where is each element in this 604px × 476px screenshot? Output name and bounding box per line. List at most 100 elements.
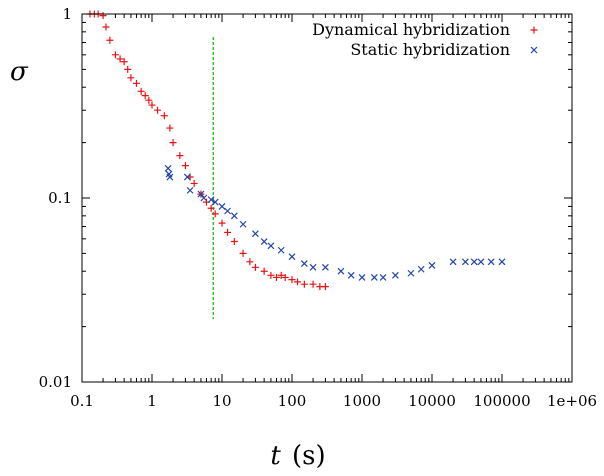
data-point <box>166 124 174 132</box>
data-point <box>116 55 124 63</box>
data-point <box>260 267 268 275</box>
data-point <box>347 271 355 279</box>
legend-marker <box>530 46 538 54</box>
data-point <box>417 265 425 273</box>
data-point <box>461 258 469 266</box>
data-point <box>137 87 145 95</box>
data-point <box>300 260 308 268</box>
x-tick-labels: 0.1 1 10 100 1000 10000 100000 1e+06 <box>70 392 597 410</box>
x-tick-label: 1e+06 <box>547 392 597 410</box>
data-point <box>281 273 289 281</box>
data-point <box>239 220 247 228</box>
data-point <box>207 196 215 204</box>
data-point <box>498 258 506 266</box>
legend-label: Static hybridization <box>350 40 510 59</box>
data-point <box>321 263 329 271</box>
data-point <box>169 139 177 147</box>
x-axis-label: t (s) <box>270 441 325 471</box>
data-point <box>288 276 296 284</box>
data-point <box>277 271 285 279</box>
x-tick-label: 1 <box>147 392 157 410</box>
data-point <box>224 207 231 215</box>
x-tick-label: 100000 <box>473 392 530 410</box>
data-point <box>246 258 254 266</box>
data-point <box>337 267 345 275</box>
data-point <box>218 219 226 227</box>
x-tick-label: 10 <box>212 392 231 410</box>
data-point <box>224 228 232 236</box>
data-point <box>449 258 457 266</box>
data-point <box>309 280 317 288</box>
x-tick-label: 100 <box>278 392 307 410</box>
data-point <box>407 269 415 277</box>
series-layer <box>86 10 506 291</box>
data-point <box>251 230 259 238</box>
data-point <box>207 204 215 212</box>
legend-label: Dynamical hybridization <box>312 20 510 39</box>
axis-ticks <box>81 13 573 383</box>
data-point <box>358 274 366 281</box>
data-point <box>321 283 329 291</box>
data-point <box>127 74 135 82</box>
series-dynamical <box>86 10 329 291</box>
y-tick-label: 0.01 <box>39 373 72 391</box>
data-point <box>218 202 226 210</box>
data-point <box>160 112 168 120</box>
data-point <box>391 271 399 279</box>
data-point <box>154 106 162 114</box>
data-point <box>370 274 378 281</box>
data-point <box>294 278 302 286</box>
data-point <box>267 242 275 250</box>
data-point <box>141 92 149 100</box>
data-point <box>230 238 238 246</box>
plot-frame <box>81 13 573 383</box>
data-point <box>211 210 219 218</box>
data-point <box>277 246 285 254</box>
data-point <box>186 186 194 194</box>
data-point <box>148 101 156 109</box>
x-axis-label-var: t <box>270 441 281 471</box>
data-point <box>288 253 296 261</box>
data-point <box>181 162 189 170</box>
data-point <box>487 258 495 266</box>
data-point <box>124 65 132 73</box>
y-tick-labels: 0.01 0.1 1 <box>39 5 72 391</box>
x-tick-label: 10000 <box>408 392 456 410</box>
series-static <box>164 164 506 281</box>
data-point <box>183 173 191 181</box>
data-point <box>176 152 184 160</box>
data-point <box>251 263 259 271</box>
data-point <box>164 164 172 172</box>
data-point <box>239 249 247 257</box>
y-tick-label: 1 <box>62 5 72 23</box>
data-point <box>428 262 436 269</box>
data-point <box>120 58 128 66</box>
data-point <box>99 12 107 20</box>
data-point <box>190 179 198 187</box>
data-point <box>166 173 174 181</box>
x-tick-label: 0.1 <box>70 392 94 410</box>
data-point <box>272 273 280 281</box>
data-point <box>260 238 268 245</box>
y-axis-label: σ <box>10 57 29 87</box>
y-tick-label: 0.1 <box>48 189 72 207</box>
data-point <box>300 280 308 288</box>
data-point <box>132 79 140 87</box>
data-point <box>470 258 478 266</box>
data-point <box>211 198 219 206</box>
data-point <box>200 194 208 202</box>
data-point <box>111 51 119 59</box>
data-point <box>102 23 110 31</box>
x-tick-label: 1000 <box>343 392 381 410</box>
data-point <box>267 271 275 279</box>
data-point <box>309 263 317 271</box>
x-axis-label-unit: (s) <box>292 441 326 471</box>
data-point <box>197 190 205 198</box>
data-point <box>379 274 387 281</box>
data-point <box>106 36 114 44</box>
data-point <box>145 96 153 104</box>
data-point <box>477 258 485 266</box>
data-point <box>230 212 238 220</box>
